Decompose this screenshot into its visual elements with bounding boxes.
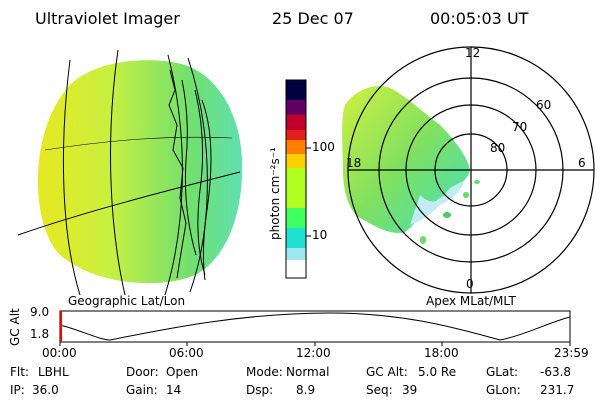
- altitude-ytick-9: 9.0: [30, 305, 50, 319]
- status-mode-label: Mode:: [246, 365, 283, 379]
- status-gcalt-label: GC Alt:: [366, 365, 408, 379]
- status-seq-value: 39: [402, 383, 418, 397]
- status-glat-value: -63.8: [540, 365, 572, 379]
- mlat-label-60: 60: [536, 98, 552, 112]
- altitude-xtick-0: 00:00: [42, 346, 77, 360]
- altitude-xtick-end: 23:59: [554, 346, 589, 360]
- mlt-label-6: 6: [578, 156, 586, 170]
- status-flt-value: LBHL: [38, 365, 69, 379]
- status-glon-label: GLon:: [486, 383, 521, 397]
- altitude-ytick-1.8: 1.8: [30, 327, 50, 341]
- status-ip-label: IP:: [10, 383, 25, 397]
- altitude-xtick-12: 12:00: [296, 346, 331, 360]
- status-gain-label: Gain:: [126, 383, 158, 397]
- instrument-title: Ultraviolet Imager: [35, 9, 180, 28]
- geographic-label: Geographic Lat/Lon: [68, 294, 186, 308]
- status-glon-value: 231.7: [540, 383, 575, 397]
- status-flt-label: Flt:: [10, 365, 29, 379]
- mlat-label-80: 80: [490, 141, 506, 155]
- mlat-label-70: 70: [512, 120, 528, 134]
- status-mode-value: Normal: [286, 365, 330, 379]
- mlt-label-12: 12: [465, 46, 481, 60]
- time-label: 00:05:03 UT: [430, 9, 529, 28]
- date-label: 25 Dec 07: [272, 9, 354, 28]
- status-dsp-label: Dsp:: [246, 383, 274, 397]
- status-ip-value: 36.0: [32, 383, 59, 397]
- status-gain-value: 14: [166, 383, 182, 397]
- status-dsp-value: 8.9: [296, 383, 316, 397]
- status-glat-label: GLat:: [486, 365, 519, 379]
- status-door-value: Open: [166, 365, 199, 379]
- status-door-label: Door:: [126, 365, 159, 379]
- colorbar-tick-10: 10: [312, 228, 328, 242]
- colorbar-tick-100: 100: [312, 140, 335, 154]
- status-gcalt-value: 5.0 Re: [418, 365, 457, 379]
- mlt-label-18: 18: [346, 156, 362, 170]
- altitude-ylabel: GC Alt: [8, 308, 22, 346]
- status-seq-label: Seq:: [366, 383, 393, 397]
- altitude-xtick-18: 18:00: [424, 346, 459, 360]
- altitude-xtick-6: 06:00: [169, 346, 204, 360]
- mlt-label-0: 0: [466, 277, 474, 291]
- apex-label: Apex MLat/MLT: [426, 294, 516, 308]
